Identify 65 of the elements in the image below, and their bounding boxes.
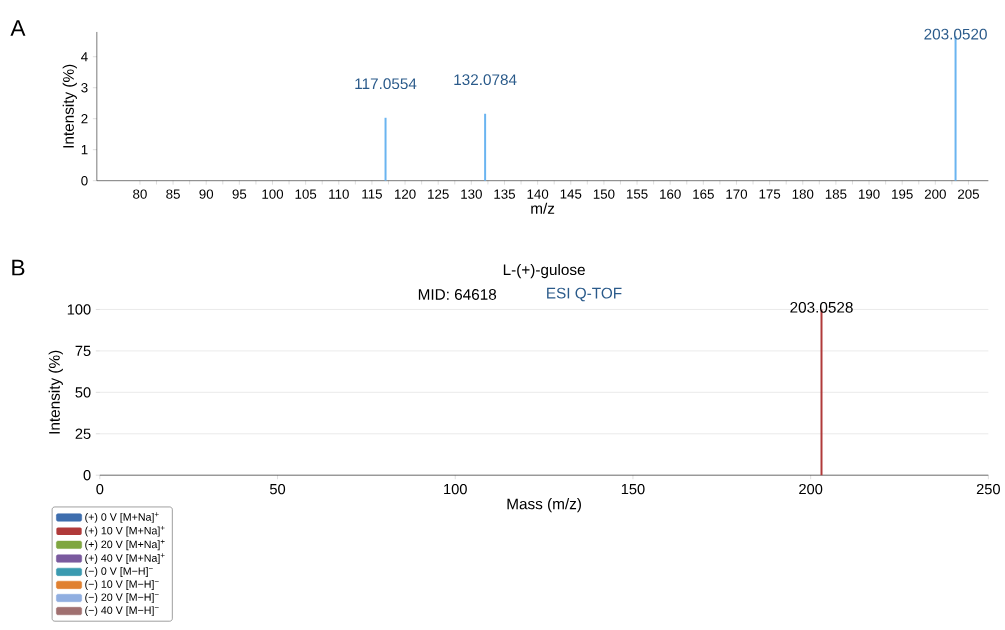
x-tick-label: 145	[560, 189, 582, 199]
annotation: 132.0784	[454, 74, 517, 86]
annotation: 117.0554	[355, 78, 417, 90]
annotation: 203.0528	[790, 301, 853, 313]
x-tick-label: 200	[799, 483, 823, 495]
x-tick-label: 115	[362, 189, 382, 199]
legend-label: (−) 10 V [M−H]$^{−}$	[85, 580, 159, 591]
x-tick-label: 170	[726, 189, 748, 199]
text: A	[10, 20, 26, 36]
x-tick-label: 150	[621, 483, 645, 495]
legend-label: (−) 20 V [M−H]$^{−}$	[85, 593, 159, 604]
x-tick-label: 50	[269, 483, 286, 495]
y-tick-label: 1	[81, 145, 88, 155]
x-tick-label: 90	[199, 189, 214, 199]
y-tick-label: 3	[81, 83, 88, 93]
x-tick-label: 195	[892, 189, 913, 199]
bar	[384, 117, 387, 181]
x-tick-label: 160	[660, 189, 681, 199]
y-tick-label: 2	[81, 114, 88, 124]
x-tick-label: 180	[792, 189, 814, 199]
x-tick-label: 190	[858, 189, 880, 199]
y-tick-label: 4	[81, 52, 88, 62]
bar	[484, 113, 487, 181]
x-tick-label: 95	[232, 189, 247, 199]
x-tick-label: 150	[593, 189, 615, 199]
x-tick-label: 185	[825, 189, 847, 199]
chart-title: L-(+)-gulose	[503, 263, 585, 279]
y-tick-label: 25	[75, 428, 91, 439]
legend-label: (−) 40 V [M−H]$^{−}$	[85, 606, 159, 617]
x-tick-label: 175	[759, 189, 781, 199]
x-tick-label: 130	[461, 189, 482, 199]
text: B	[12, 259, 25, 276]
legend-label: (+) 20 V [M+Na]$^{+}$	[85, 539, 165, 551]
x-tick-label: 155	[626, 189, 648, 199]
x-tick-label: 140	[527, 189, 549, 199]
x-tick-label: 200	[924, 189, 946, 199]
x-tick-label: 135	[494, 189, 516, 199]
x-tick-label: 100	[262, 189, 284, 199]
x-tick-label: 250	[976, 483, 1000, 495]
legend-label: (−) 0 V [M−H]$^{−}$	[85, 567, 153, 578]
x-tick-label: 80	[133, 189, 147, 199]
x-axis-title: m/z	[531, 202, 555, 214]
x-tick-label: 110	[329, 189, 349, 199]
x-tick-label: 125	[428, 189, 449, 199]
x-tick-label: 0	[96, 483, 104, 495]
x-tick-label: 205	[958, 189, 980, 199]
y-tick-label: 75	[75, 345, 91, 357]
y-tick-label: 0	[83, 470, 91, 481]
x-tick-label: 100	[444, 483, 467, 495]
y-tick-label: 0	[81, 176, 88, 186]
x-tick-label: 85	[166, 189, 180, 199]
text: MID: 64618	[418, 289, 497, 300]
legend-label: (+) 40 V [M+Na]$^{+}$	[85, 553, 165, 564]
legend-label: (+) 10 V [M+Na]$^{+}$	[85, 526, 165, 537]
annotation: 203.0520	[924, 28, 987, 40]
y-tick-label: 50	[75, 387, 91, 398]
legend-label: (+) 0 V [M+Na]$^{+}$	[85, 512, 159, 523]
x-tick-label: 120	[394, 189, 416, 199]
x-axis-title: Mass (m/z)	[507, 498, 581, 513]
x-tick-label: 105	[295, 189, 317, 199]
y-axis-title: Intensity (%)	[48, 350, 63, 434]
x-tick-label: 165	[693, 189, 714, 199]
y-axis-title: Intensity (%)	[62, 64, 77, 148]
y-tick-label: 100	[67, 304, 91, 315]
text: ESI Q-TOF	[547, 287, 622, 302]
